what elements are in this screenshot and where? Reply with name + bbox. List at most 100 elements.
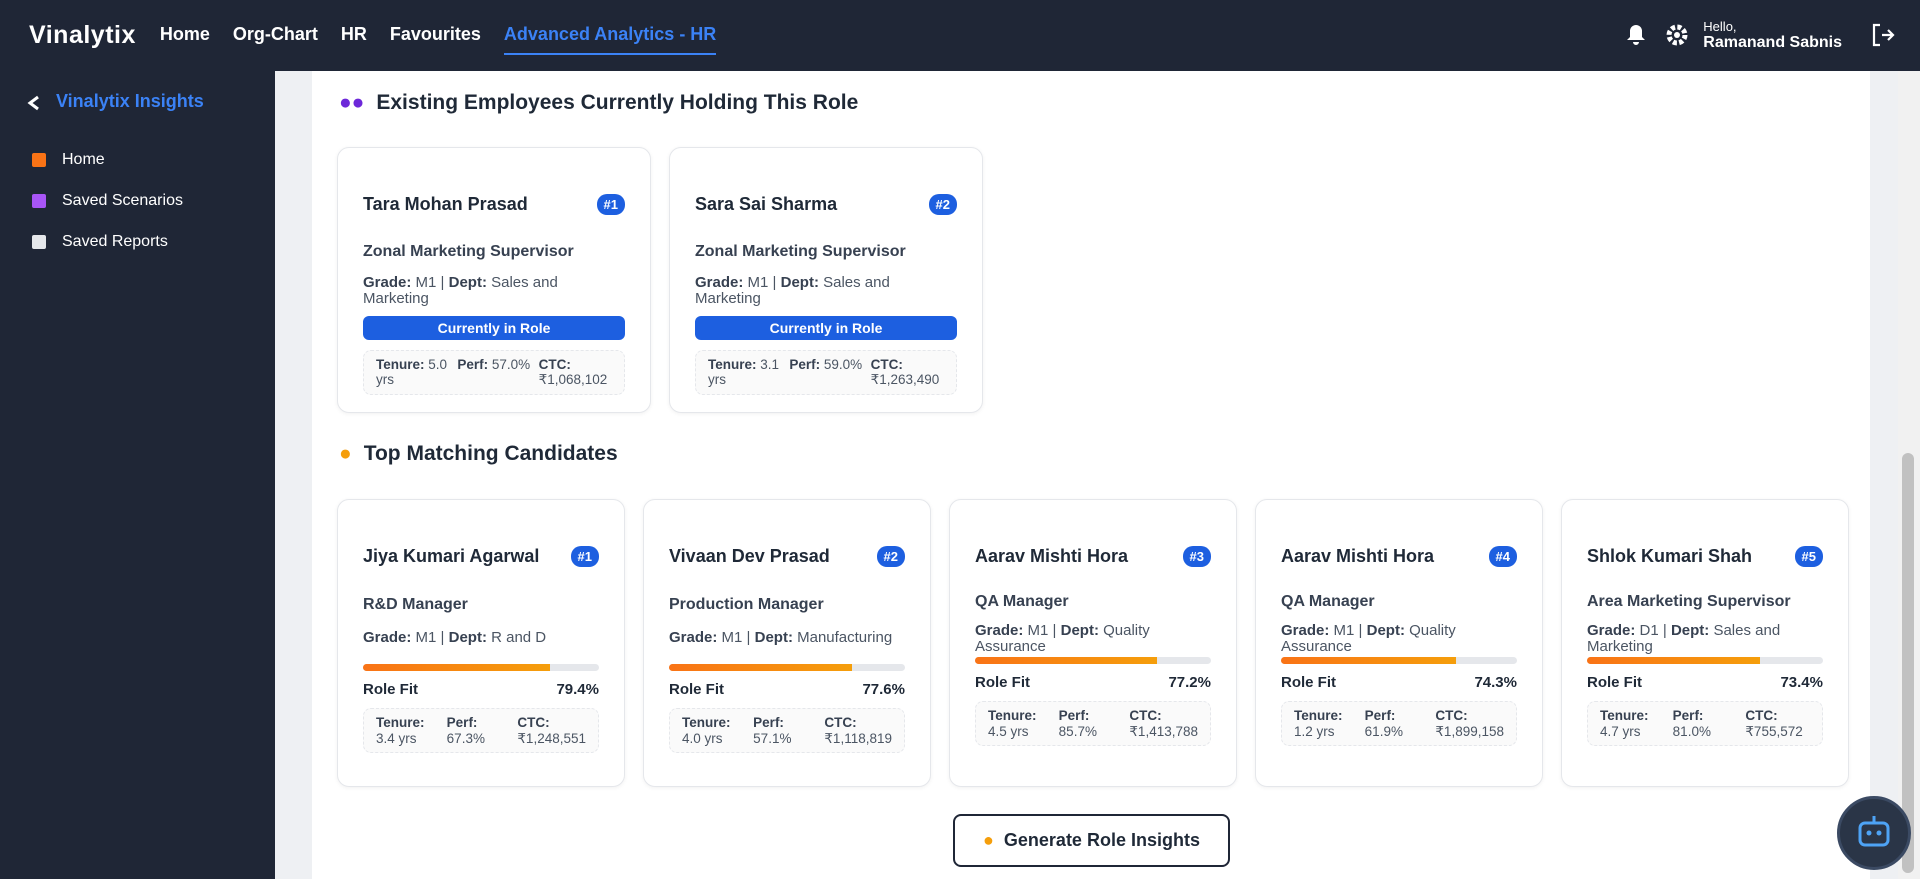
stat: Perf: 59.0% (789, 357, 862, 388)
grade-dept: Grade: M1 | Dept: Sales and Marketing (363, 274, 558, 307)
scroll-thumb[interactable] (1902, 453, 1914, 873)
stat-label: CTC: (824, 715, 857, 730)
stat-value: 57.0% (491, 356, 531, 372)
stat: Tenure: 5.0 yrs (376, 357, 449, 388)
stat-value: ₹1,899,158 (1435, 723, 1504, 739)
chatbot-button[interactable] (1837, 796, 1911, 870)
status: Currently in Role (363, 315, 625, 340)
stat: CTC: ₹1,068,102 (539, 357, 612, 388)
nav-item[interactable]: Advanced Analytics - HR (503, 16, 717, 55)
fit-row: Role Fit 79.4% (363, 681, 599, 698)
fit-value: 77.6% (862, 681, 905, 698)
grade-dept: Grade: M1 | Dept: Quality Assurance (1281, 622, 1456, 655)
stat-label: Perf: (1058, 708, 1090, 723)
stat-label: Tenure: (376, 356, 425, 372)
employee-card: Sara Sai Sharma #2 Zonal Marketing Supervi… (669, 147, 983, 413)
stat: CTC: ₹1,899,158 (1435, 708, 1504, 739)
role: R&D Manager (363, 596, 468, 613)
stat-value: ₹1,068,102 (538, 372, 608, 388)
stat-value: ₹1,248,551 (517, 730, 586, 746)
role: QA Manager (975, 593, 1069, 610)
fit-track (975, 657, 1211, 664)
stat-value: 61.9% (1364, 723, 1403, 739)
candidate-card[interactable]: Aarav Mishti Hora #3 QA Manager Grade: M1 |… (949, 499, 1237, 787)
label: Dept: (1060, 622, 1099, 639)
label: Dept: (448, 629, 487, 646)
stat: Tenure: 4.0 yrs (682, 715, 745, 746)
greeting: Hello, (1703, 18, 1737, 34)
nav-item[interactable]: HR (340, 24, 367, 44)
fit-track (363, 664, 599, 671)
employee-name: Sara Sai Sharma (695, 194, 838, 214)
user-name: Ramanand Sabnis (1703, 33, 1842, 51)
nav-item[interactable]: Org-Chart (232, 24, 318, 44)
stat-value: 4.5 yrs (988, 723, 1029, 739)
dept: Sales and Marketing (363, 274, 558, 307)
fit-bar (363, 664, 551, 671)
card-header: Shlok Kumari Shah #5 (1587, 546, 1823, 567)
sidebar-item[interactable]: Saved Scenarios (62, 192, 183, 209)
user-area: Hello, Ramanand Sabnis (1625, 18, 1896, 52)
sidebar-item[interactable]: Saved Reports (62, 233, 168, 250)
stat: CTC: ₹1,118,819 (824, 715, 892, 746)
settings-icon[interactable] (1665, 23, 1689, 47)
bell-icon[interactable] (1625, 23, 1647, 47)
stat: Tenure: 4.7 yrs (1600, 708, 1665, 739)
fit-label: Role Fit (1281, 674, 1336, 691)
fit-label: Role Fit (1587, 674, 1642, 691)
employee-name: Aarav Mishti Hora (975, 546, 1129, 566)
fit-value: 79.4% (556, 681, 599, 698)
stat: Perf: 61.9% (1365, 708, 1428, 739)
stat-label: CTC: (1435, 708, 1468, 723)
employee-name: Tara Mohan Prasad (363, 194, 528, 214)
stat: CTC: ₹755,572 (1745, 708, 1810, 739)
stats: Tenure: 4.0 yrs Perf: 57.1% CTC: ₹1,118,81… (669, 708, 905, 754)
fit-row: Role Fit 73.4% (1587, 674, 1823, 691)
stat-label: CTC: (1129, 708, 1162, 723)
fit-bar (1281, 657, 1457, 664)
section-title: ● Top Matching Candidates (339, 442, 618, 466)
stat-label: Perf: (1364, 708, 1396, 723)
candidate-card[interactable]: Shlok Kumari Shah #5 Area Marketing Superv… (1561, 499, 1849, 787)
status: Currently in Role (695, 315, 957, 340)
generate-button[interactable]: ● Generate Role Insights (953, 814, 1230, 867)
stat-value: 85.7% (1058, 723, 1097, 739)
stat-label: Tenure: (988, 708, 1037, 723)
back-icon[interactable] (26, 95, 42, 111)
stat-label: CTC: (870, 356, 903, 372)
employee-card: Tara Mohan Prasad #1 Zonal Marketing Super… (337, 147, 651, 413)
nav-item[interactable]: Home (159, 24, 210, 44)
fit-value: 77.2% (1168, 674, 1211, 691)
section-title-text: Top Matching Candidates (363, 442, 618, 465)
stat: Perf: 57.0% (457, 357, 530, 388)
card-header: Aarav Mishti Hora #3 (975, 546, 1211, 567)
rank-badge: #2 (876, 546, 905, 567)
card-header: Vivaan Dev Prasad #2 (669, 546, 905, 567)
stat-label: Perf: (457, 356, 489, 372)
stat-value: ₹755,572 (1745, 723, 1803, 739)
sidebar-item[interactable]: Home (62, 151, 105, 168)
stat-value: ₹1,263,490 (870, 372, 940, 388)
stat-label: Tenure: (708, 356, 757, 372)
sidebar-title[interactable]: Vinalytix Insights (56, 91, 204, 111)
stats: Tenure: 3.1 yrs Perf: 59.0% CTC: ₹1,263,49… (695, 349, 957, 395)
stat-value: 3.1 yrs (708, 356, 780, 388)
user: Hello, Ramanand Sabnis (1703, 18, 1842, 52)
nav-item[interactable]: Favourites (389, 24, 481, 44)
label: Grade: (695, 274, 744, 291)
stat-label: Perf: (446, 715, 478, 730)
stat: Tenure: 3.4 yrs (376, 715, 439, 746)
label: Grade: (669, 629, 718, 646)
dept: Quality Assurance (975, 622, 1150, 655)
sidebar-icon (32, 194, 46, 208)
candidate-card[interactable]: Aarav Mishti Hora #4 QA Manager Grade: M1 |… (1255, 499, 1543, 787)
candidate-card[interactable]: Vivaan Dev Prasad #2 Production Manager Gra… (643, 499, 931, 787)
card-header: Sara Sai Sharma #2 (695, 194, 957, 215)
label: Grade: (1281, 622, 1330, 639)
stat-value: ₹1,413,788 (1129, 723, 1198, 739)
label: Grade: (975, 622, 1024, 639)
candidate-card[interactable]: Jiya Kumari Agarwal #1 R&D Manager Grade: M… (337, 499, 625, 787)
brand[interactable]: Vinalytix (29, 21, 136, 49)
logout-icon[interactable] (1870, 22, 1896, 48)
section-title: ●● Existing Employees Currently Holding T… (339, 91, 858, 115)
